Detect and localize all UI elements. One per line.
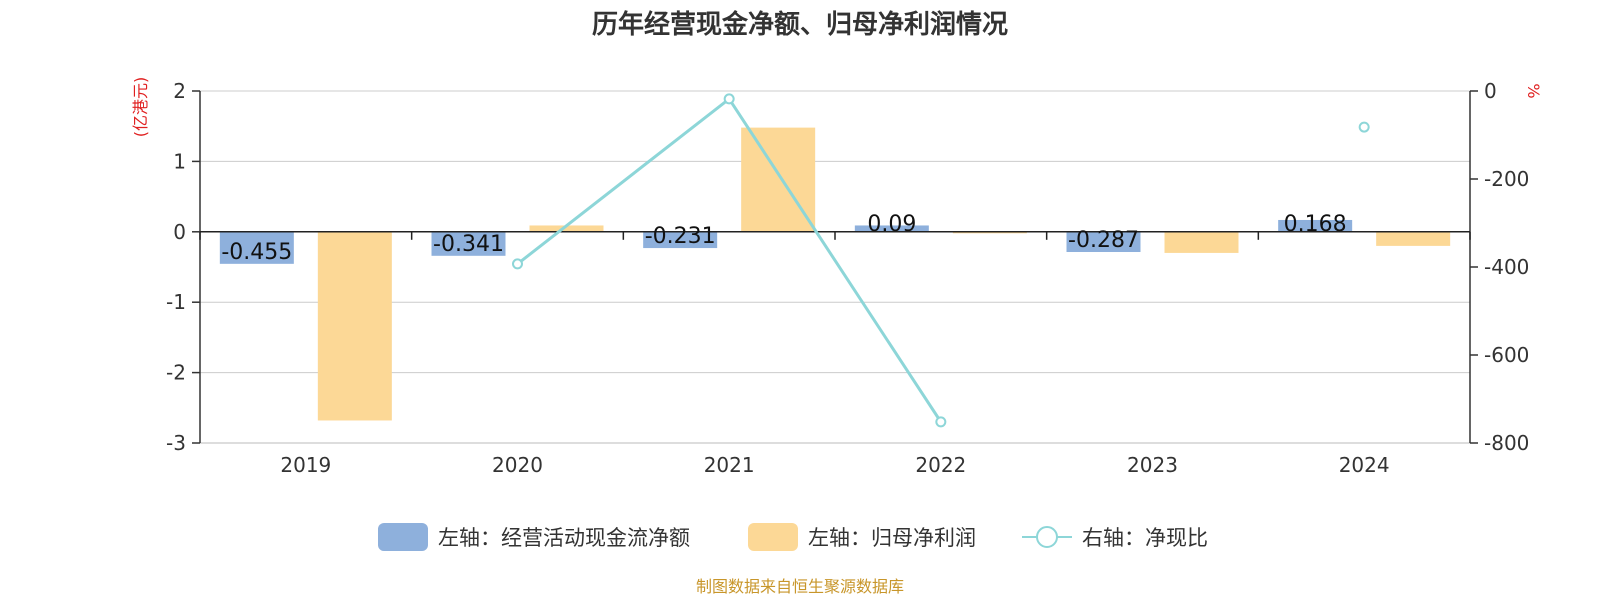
x-axis-labels: 2019 2020 2021 2022 2023 2024 [280,453,1389,477]
data-labels: -0.455 -0.341 -0.231 0.09 -0.287 0.168 [221,212,1346,265]
legend-swatch-ratio-marker [1036,526,1058,548]
legend-item-profit[interactable]: 左轴：归母净利润 [748,523,976,551]
left-tick-label: -2 [166,361,186,385]
legend: 左轴：经营活动现金流净额 左轴：归母净利润 右轴：净现比 [378,523,1208,551]
right-tick-label: -400 [1484,255,1529,279]
bar-cashflow-2022 [854,225,929,232]
gridlines [200,90,1470,444]
left-tick-label: 2 [173,79,186,103]
legend-swatch-cashflow [378,523,428,551]
bar-profit-2019 [317,231,392,421]
data-label-cashflow-2024: 0.168 [1284,212,1347,237]
data-label-cashflow-2022: 0.09 [867,212,916,237]
right-axis: 0 -200 -400 -600 -800 [1469,79,1529,455]
bar-cashflow-2020 [431,231,506,256]
x-axis-label: 2022 [915,453,966,477]
data-label-cashflow-2023: -0.287 [1068,228,1139,253]
ratio-line-segment [516,96,943,423]
bar-cashflow-2019 [219,231,294,264]
source-note: 制图数据来自恒生聚源数据库 [696,577,904,596]
ratio-point-2020 [512,258,523,270]
left-axis-unit: (亿港元) [131,77,150,138]
legend-swatch-profit [748,523,798,551]
bar-profit-2020 [529,225,604,232]
x-axis-label: 2021 [704,453,755,477]
legend-item-ratio[interactable]: 右轴：净现比 [1022,526,1208,550]
left-axis: 2 1 0 -1 -2 -3 [166,79,201,455]
right-tick-label: -600 [1484,343,1529,367]
left-tick-label: 1 [173,149,186,173]
x-axis-label: 2020 [492,453,543,477]
chart-title: 历年经营现金净额、归母净利润情况 [592,9,1008,40]
legend-label-ratio: 右轴：净现比 [1082,526,1208,550]
x-axis-label: 2019 [280,453,331,477]
data-label-cashflow-2021: -0.231 [645,224,716,249]
left-tick-label: -1 [166,290,186,314]
bars [219,127,1451,421]
bar-profit-2023 [1164,231,1239,253]
right-tick-label: -800 [1484,431,1529,455]
ratio-point-2022 [935,416,947,428]
right-tick-label: 0 [1484,79,1497,103]
x-axis-label: 2024 [1339,453,1390,477]
left-tick-label: -3 [166,431,186,455]
legend-label-cashflow: 左轴：经营活动现金流净额 [438,526,690,550]
ratio-point-2021 [723,93,735,105]
legend-item-cashflow[interactable]: 左轴：经营活动现金流净额 [378,523,690,551]
zero-axis [199,231,1471,240]
bar-cashflow-2023 [1066,231,1141,253]
bar-profit-2021 [741,127,816,232]
bar-cashflow-2021 [643,231,718,249]
x-axis-label: 2023 [1127,453,1178,477]
right-tick-label: -200 [1484,167,1529,191]
bar-profit-2024 [1376,231,1451,246]
left-tick-label: 0 [173,220,186,244]
right-axis-unit: % [1524,83,1543,98]
data-label-cashflow-2020: -0.341 [433,232,504,257]
legend-label-profit: 左轴：归母净利润 [808,526,976,550]
bar-cashflow-2024 [1278,219,1353,232]
data-label-cashflow-2019: -0.455 [221,240,292,265]
ratio-line [512,93,1370,428]
ratio-point-2024 [1358,121,1370,133]
